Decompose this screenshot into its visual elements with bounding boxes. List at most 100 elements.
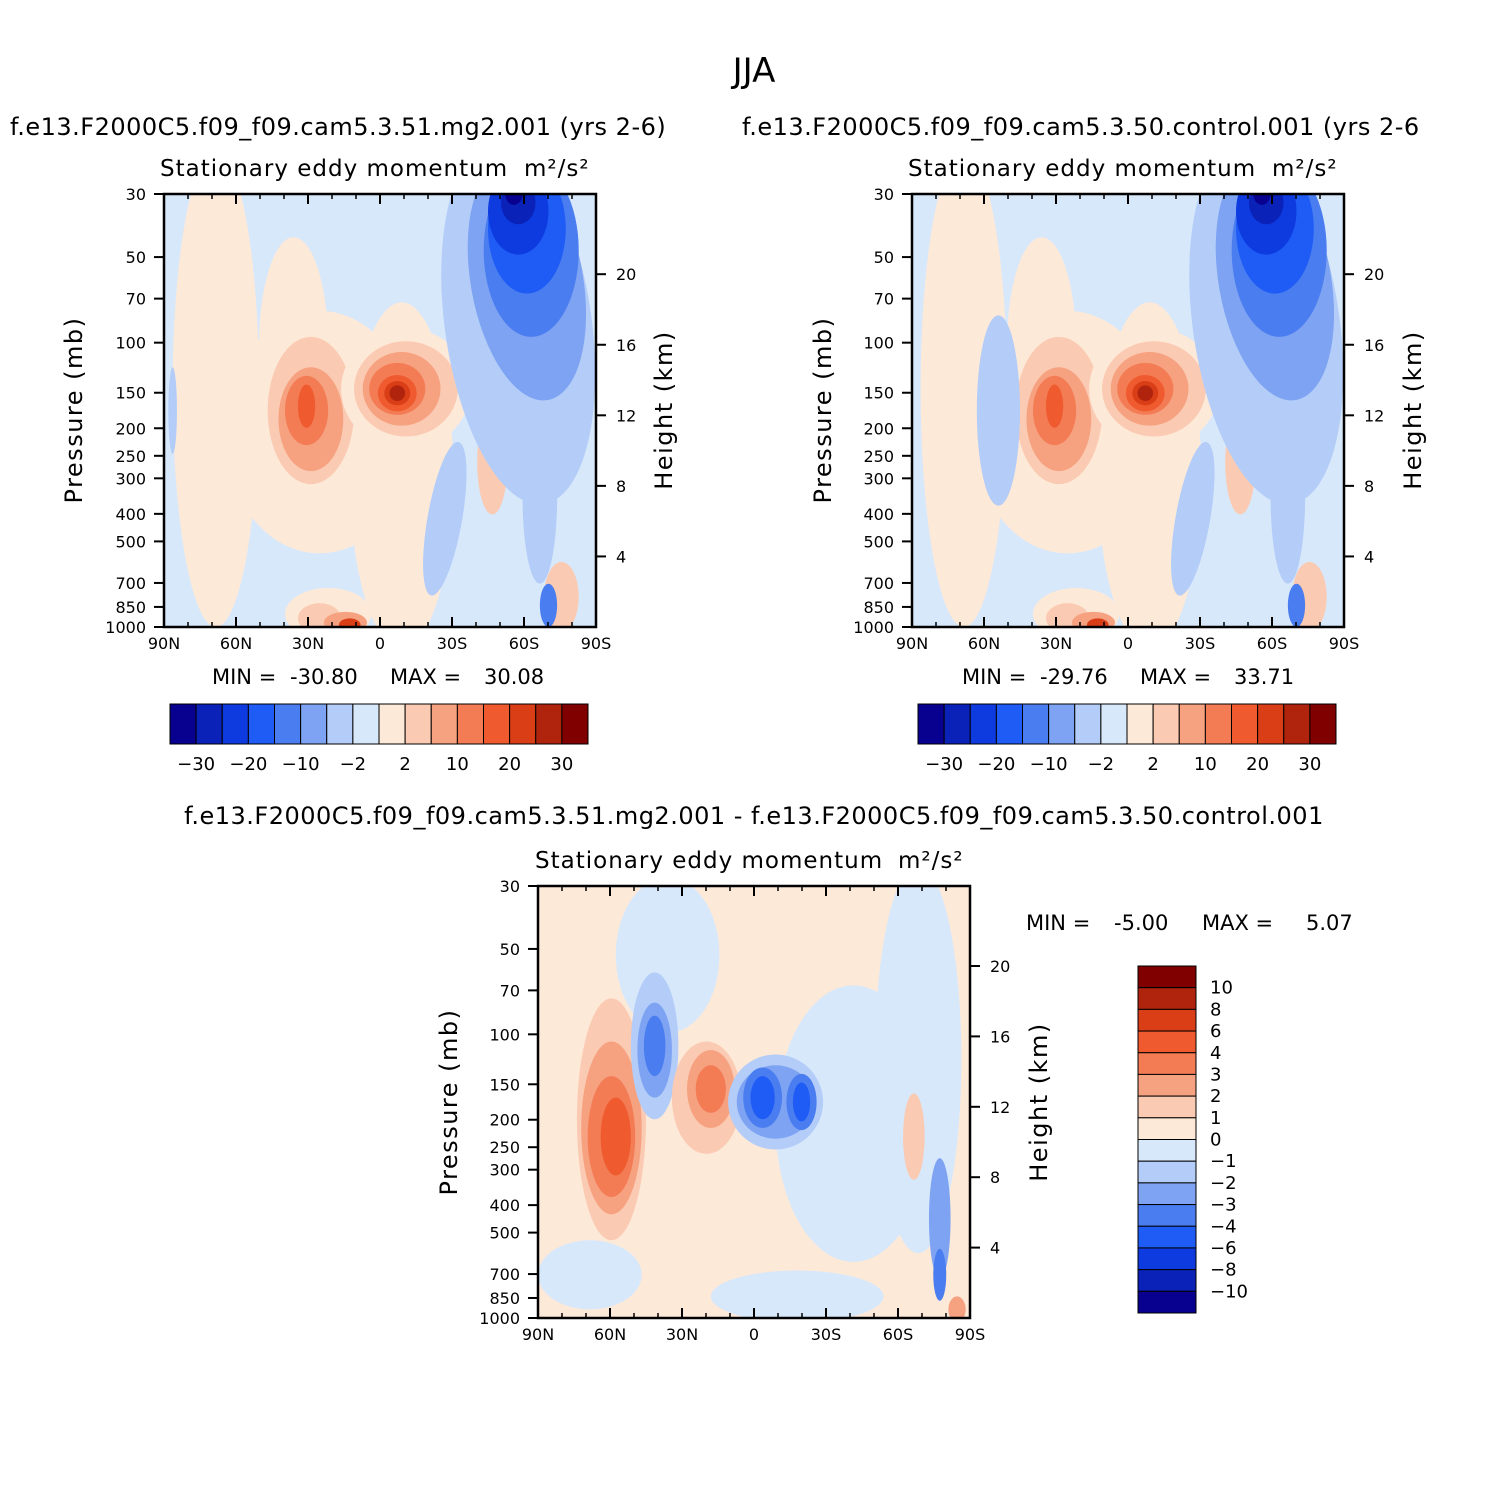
- y-tick-label: 300: [489, 1161, 520, 1180]
- colorbar-label: 10: [446, 754, 469, 775]
- panel-3-y2label: Height (km): [1025, 1022, 1053, 1181]
- contour-region: [522, 410, 558, 584]
- contour-region: [920, 194, 1008, 627]
- x-tick-label: 30S: [1185, 634, 1216, 653]
- y-tick-label: 850: [863, 598, 894, 617]
- colorbar-swatch: [1152, 703, 1180, 745]
- y-tick-label: 400: [489, 1196, 520, 1215]
- contour-region: [505, 194, 523, 205]
- panel-2-y2label: Height (km): [1399, 330, 1427, 489]
- panel-1-min-value: -30.80: [290, 665, 358, 689]
- contour-region: [423, 441, 467, 596]
- contour-region: [538, 1240, 642, 1310]
- panel-3-min-label: MIN =: [1026, 911, 1090, 935]
- colorbar-label: −6: [1210, 1238, 1237, 1259]
- colorbar-swatch: [943, 703, 971, 745]
- colorbar-label: −8: [1210, 1260, 1237, 1281]
- panel-2-case-title: f.e13.F2000C5.f09_f09.cam5.3.50.control.…: [742, 113, 1420, 141]
- panel-1-case-title: f.e13.F2000C5.f09_f09.cam5.3.51.mg2.001 …: [10, 113, 666, 141]
- colorbar-label: 20: [498, 754, 521, 775]
- x-tick-label: 30N: [1040, 634, 1072, 653]
- colorbar-swatch: [1137, 1160, 1197, 1184]
- panel-1-ylabel: Pressure (mb): [60, 317, 88, 504]
- colorbar-label: −30: [177, 754, 215, 775]
- panel-3-case-title: f.e13.F2000C5.f09_f09.cam5.3.51.mg2.001 …: [184, 802, 1324, 830]
- y-tick-label: 100: [863, 334, 894, 353]
- y2-tick-label: 8: [1364, 477, 1374, 496]
- contour-region: [172, 194, 260, 627]
- colorbar-swatch: [1137, 1052, 1197, 1075]
- contour-region: [338, 618, 361, 627]
- colorbar-swatch: [1204, 703, 1232, 745]
- colorbar-swatch: [1137, 965, 1197, 989]
- x-tick-label: 90S: [1329, 634, 1360, 653]
- y-tick-label: 1000: [853, 618, 894, 637]
- y-tick-label: 50: [126, 248, 146, 267]
- colorbar-swatch: [1137, 1247, 1197, 1271]
- y-tick-label: 250: [115, 447, 146, 466]
- y-tick-label: 300: [115, 469, 146, 488]
- colorbar-label: 3: [1210, 1064, 1221, 1085]
- colorbar-swatch: [404, 703, 432, 745]
- y-tick-label: 200: [489, 1111, 520, 1130]
- colorbar-label: 1: [1210, 1108, 1221, 1129]
- panel-3-max-value: 5.07: [1306, 911, 1353, 935]
- panel-2-plot: 90N 60N 30N 0 30S 60S 90S 30 50 70 100 150 200 250 300…: [853, 185, 1384, 653]
- colorbar-label: −3: [1210, 1195, 1237, 1216]
- contour-region: [389, 385, 406, 401]
- contour-region: [750, 1076, 775, 1120]
- colorbar-label: −4: [1210, 1216, 1237, 1237]
- panel-1-plot: 90N 60N 30N 0 30S 60S 90S 30 50 70 100 150 200 250 300…: [105, 185, 636, 653]
- y-tick-label: 100: [489, 1025, 520, 1044]
- y-tick-label: 700: [115, 574, 146, 593]
- y-tick-label: 30: [126, 185, 146, 204]
- colorbar-swatch: [1137, 1073, 1197, 1097]
- colorbar-swatch: [535, 703, 563, 745]
- y-tick-label: 30: [500, 877, 520, 896]
- y-tick-label: 50: [500, 940, 520, 959]
- y2-tick-label: 16: [616, 336, 636, 355]
- panel-1-colorbar: −30 −20 −10 −2 2 10 20 30: [169, 703, 589, 775]
- colorbar-swatch: [1022, 703, 1050, 745]
- panel-2-units: m²/s²: [1272, 156, 1338, 182]
- x-tick-label: 0: [749, 1325, 759, 1344]
- y2-tick-label: 8: [990, 1168, 1000, 1187]
- colorbar-swatch: [274, 703, 302, 745]
- y-tick-label: 850: [115, 598, 146, 617]
- y2-tick-label: 12: [1364, 406, 1384, 425]
- panel-2-max-value: 33.71: [1234, 665, 1294, 689]
- y2-tick-label: 16: [990, 1027, 1010, 1046]
- y-tick-label: 500: [863, 532, 894, 551]
- y-tick-label: 30: [874, 185, 894, 204]
- colorbar-swatch: [483, 703, 511, 745]
- contour-region: [792, 1082, 811, 1122]
- x-tick-label: 60N: [220, 634, 252, 653]
- y-tick-label: 200: [115, 419, 146, 438]
- panel-3-subtitle: Stationary eddy momentum: [535, 848, 883, 874]
- y-tick-label: 400: [115, 505, 146, 524]
- colorbar-label: 0: [1210, 1130, 1221, 1151]
- y-tick-label: 250: [489, 1138, 520, 1157]
- x-tick-label: 30N: [666, 1325, 698, 1344]
- colorbar-label: −20: [229, 754, 267, 775]
- y-tick-label: 150: [115, 384, 146, 403]
- contour-region: [1253, 194, 1271, 205]
- y-tick-label: 300: [863, 469, 894, 488]
- colorbar-swatch: [1137, 1095, 1197, 1119]
- y-tick-label: 850: [489, 1289, 520, 1308]
- y2-tick-label: 12: [990, 1098, 1010, 1117]
- colorbar-label: 30: [550, 754, 573, 775]
- x-tick-label: 0: [1123, 634, 1133, 653]
- colorbar-swatch: [1137, 1204, 1197, 1227]
- colorbar-swatch: [1283, 703, 1311, 745]
- panel-1-max-value: 30.08: [484, 665, 544, 689]
- colorbar-label: 30: [1298, 754, 1321, 775]
- colorbar-swatch: [169, 703, 197, 745]
- contour-region: [1045, 384, 1064, 428]
- contour-region: [643, 1015, 666, 1077]
- contour-region: [1171, 441, 1215, 596]
- x-tick-label: 90N: [522, 1325, 554, 1344]
- colorbar-swatch: [1137, 1030, 1197, 1054]
- y-tick-label: 50: [874, 248, 894, 267]
